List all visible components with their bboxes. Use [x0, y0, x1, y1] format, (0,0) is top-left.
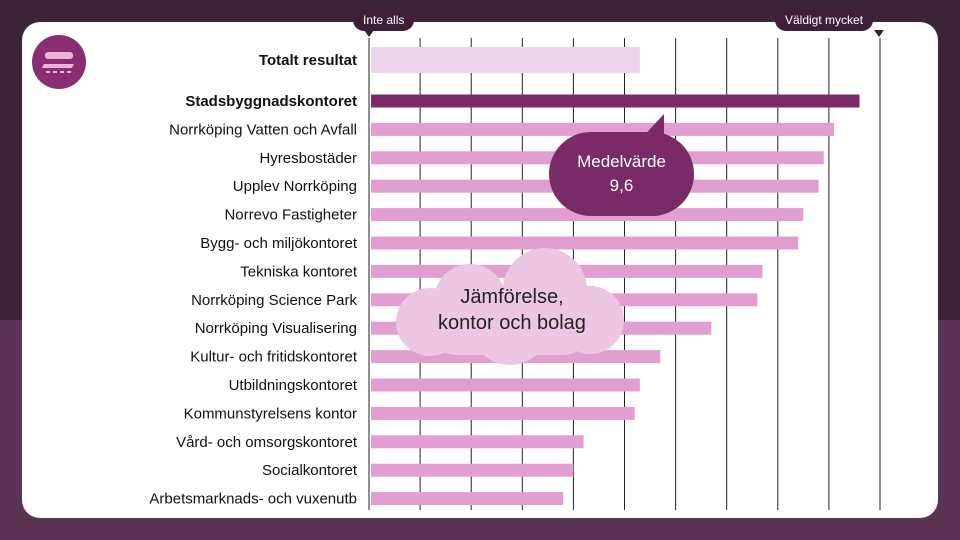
scale-max-marker [874, 30, 884, 37]
logo [32, 35, 86, 89]
bar [371, 94, 860, 108]
category-label: Kultur- och fritidskontoret [190, 349, 358, 366]
bar [371, 122, 835, 136]
scale-min-label: Inte alls [353, 9, 415, 31]
comparison-cloud-line2: kontor och bolag [438, 312, 586, 334]
scale-max-label: Väldigt mycket [775, 9, 874, 31]
average-callout: Medelvärde 9,6 [549, 132, 694, 216]
average-callout-title: Medelvärde [577, 152, 666, 171]
comparison-cloud-text: Jämförelse, kontor och bolag [412, 284, 612, 336]
average-callout-value: 9,6 [609, 176, 634, 195]
category-label: Stadsbyggnadskontoret [185, 93, 357, 110]
category-label: Totalt resultat [259, 52, 357, 69]
category-label: Upplev Norrköping [233, 178, 357, 195]
category-label: Norrköping Science Park [191, 292, 357, 309]
category-label: Kommunstyrelsens kontor [184, 405, 357, 422]
category-label: Utbildningskontoret [229, 377, 358, 394]
bar [371, 47, 640, 73]
comparison-cloud-line1: Jämförelse, [460, 286, 564, 308]
category-label: Socialkontoret [262, 462, 358, 479]
bar [371, 435, 584, 449]
bar [371, 406, 635, 420]
scale-min-marker [364, 30, 374, 37]
category-label: Norrköping Vatten och Avfall [169, 121, 357, 138]
category-label: Vård- och omsorgskontoret [176, 434, 358, 451]
category-label: Bygg- och miljökontoret [200, 235, 358, 252]
category-label: Norrevo Fastigheter [224, 207, 357, 224]
bar [371, 463, 574, 477]
bar [371, 378, 640, 392]
bar [371, 236, 799, 250]
category-label: Arbetsmarknads- och vuxenutb [149, 491, 357, 508]
bar [371, 492, 564, 506]
category-label: Hyresbostäder [259, 150, 357, 167]
category-label: Tekniska kontoret [240, 263, 358, 280]
category-label: Norrköping Visualisering [195, 320, 357, 337]
